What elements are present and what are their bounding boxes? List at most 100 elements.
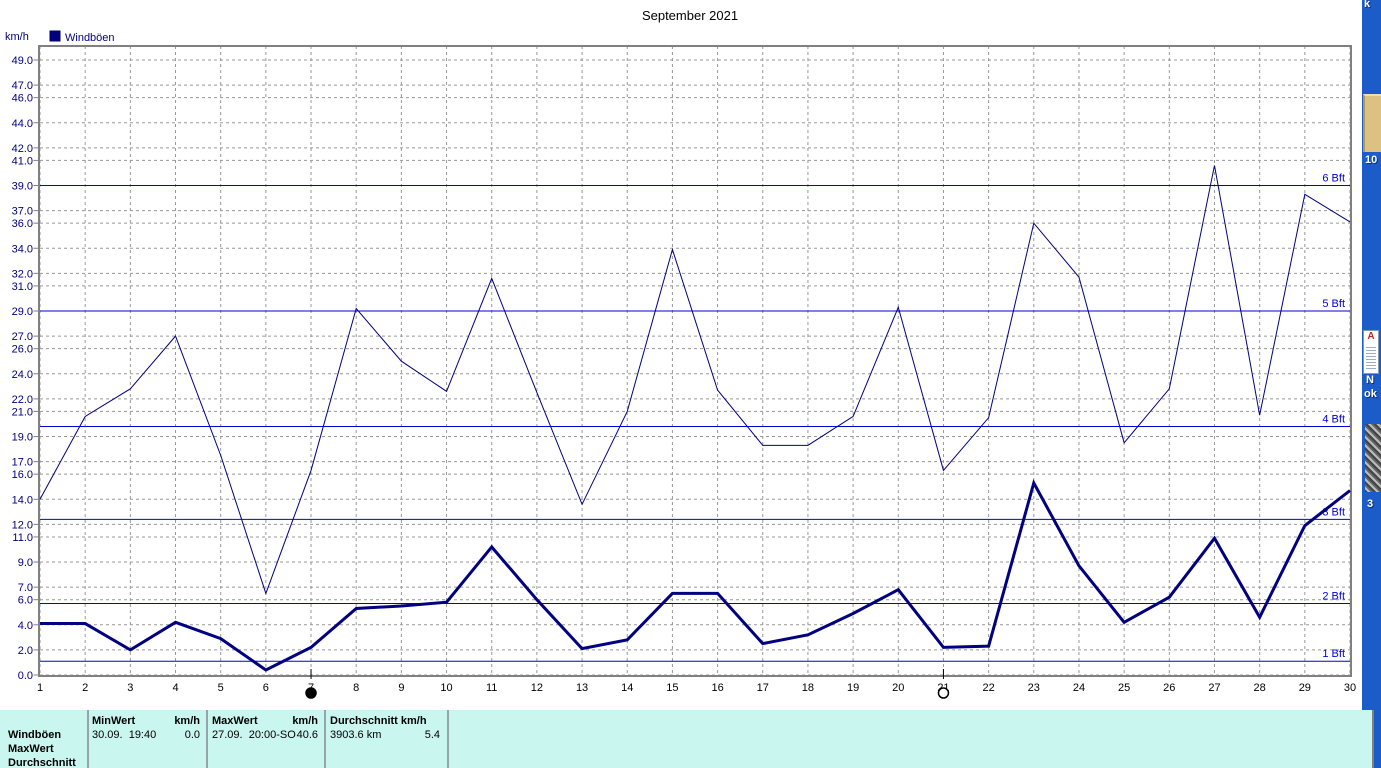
y-tick-label: 27.0 <box>12 331 33 343</box>
beaufort-label: 1 Bft <box>1322 648 1345 660</box>
x-day-label: 23 <box>1028 682 1040 694</box>
legend-label: Windböen <box>65 32 115 44</box>
x-day-label: 17 <box>757 682 769 694</box>
y-tick-label: 2.0 <box>18 645 33 657</box>
x-day-label: 8 <box>353 682 359 694</box>
durchschnitt-value: 3903.6 km 5.4 <box>330 729 440 741</box>
y-tick-label: 32.0 <box>12 268 33 280</box>
x-day-label: 13 <box>576 682 588 694</box>
y-tick-label: 47.0 <box>12 80 33 92</box>
y-tick-label: 22.0 <box>12 394 33 406</box>
row-label-maxwert: MaxWert <box>8 743 54 755</box>
y-tick-label: 12.0 <box>12 519 33 531</box>
y-tick-label: 26.0 <box>12 344 33 356</box>
x-day-label: 29 <box>1299 682 1311 694</box>
y-tick-label: 34.0 <box>12 243 33 255</box>
x-day-label: 22 <box>982 682 994 694</box>
chart-title: September 2021 <box>642 8 738 23</box>
minwert-number: 0.0 <box>184 729 200 741</box>
y-tick-label: 24.0 <box>12 369 33 381</box>
maxwert-header-unit: km/h <box>292 715 318 727</box>
wind-gust-chart: 49.047.046.044.042.041.039.037.036.034.0… <box>5 8 1356 699</box>
summary-panel: Windböen MaxWert Durchschnitt MinWert km… <box>0 710 1374 768</box>
x-day-label: 19 <box>847 682 859 694</box>
document-icon-letter: A <box>1367 331 1375 342</box>
image-thumbnail-icon[interactable] <box>1365 424 1381 492</box>
x-day-label: 10 <box>440 682 452 694</box>
minwert-value: 30.09. 19:40 0.0 <box>92 729 200 741</box>
desktop-background-strip: k 10 A N ok 3 <box>1362 0 1381 768</box>
y-tick-label: 46.0 <box>12 93 33 105</box>
series-line-wind-daily-thick <box>40 478 1351 672</box>
desktop-icon-label-fragment[interactable]: ok <box>1364 388 1377 400</box>
x-day-label: 24 <box>1073 682 1085 694</box>
beaufort-label: 5 Bft <box>1322 298 1345 310</box>
x-day-label: 9 <box>398 682 404 694</box>
y-tick-label: 36.0 <box>12 218 33 230</box>
minwert-header-label: MinWert <box>92 715 136 727</box>
new-moon-icon <box>305 687 317 699</box>
y-tick-label: 7.0 <box>18 582 33 594</box>
y-tick-label: 41.0 <box>12 155 33 167</box>
x-day-label: 5 <box>218 682 224 694</box>
maxwert-datetime: 27.09. 20:00-SO <box>212 729 296 741</box>
durchschnitt-header: Durchschnitt km/h <box>330 715 427 727</box>
x-day-label: 11 <box>486 682 497 694</box>
x-day-label: 25 <box>1118 682 1130 694</box>
minwert-header: MinWert km/h <box>92 715 200 727</box>
legend-swatch <box>49 30 61 42</box>
durchschnitt-distance: 3903.6 km <box>330 729 382 741</box>
x-day-label: 1 <box>37 682 43 694</box>
document-icon[interactable]: A <box>1363 330 1379 374</box>
desktop-icon-label-fragment[interactable]: N <box>1366 374 1374 386</box>
y-tick-label: 37.0 <box>12 206 33 218</box>
y-tick-label: 19.0 <box>12 432 33 444</box>
desktop-icon-label-fragment[interactable]: 10 <box>1365 154 1378 166</box>
y-tick-label: 42.0 <box>12 143 33 155</box>
row-label-durchschnitt: Durchschnitt <box>8 757 76 768</box>
panel-separator <box>206 710 208 768</box>
series-line-gust-daily-max-thin <box>39 165 1351 595</box>
x-day-label: 2 <box>82 682 88 694</box>
x-day-label: 15 <box>666 682 678 694</box>
maxwert-header-label: MaxWert <box>212 715 258 727</box>
y-tick-label: 9.0 <box>18 557 33 569</box>
durchschnitt-number: 5.4 <box>424 729 440 741</box>
x-day-label: 30 <box>1344 682 1356 694</box>
x-day-label: 18 <box>802 682 814 694</box>
y-tick-label: 6.0 <box>18 595 33 607</box>
x-day-label: 20 <box>892 682 904 694</box>
x-day-label: 26 <box>1163 682 1175 694</box>
x-day-label: 12 <box>531 682 543 694</box>
y-axis-unit-label: km/h <box>5 31 29 43</box>
maxwert-value: 27.09. 20:00-SO 40.6 <box>212 729 318 741</box>
x-day-label: 3 <box>127 682 133 694</box>
minwert-datetime: 30.09. 19:40 <box>92 729 157 741</box>
y-tick-label: 29.0 <box>12 306 33 318</box>
y-tick-label: 21.0 <box>12 406 33 418</box>
desktop-icon-label-fragment[interactable]: 3 <box>1367 498 1374 510</box>
beaufort-label: 4 Bft <box>1322 413 1345 425</box>
x-day-label: 28 <box>1254 682 1266 694</box>
y-tick-label: 16.0 <box>12 469 33 481</box>
folder-icon[interactable] <box>1363 94 1381 152</box>
y-tick-label: 31.0 <box>12 281 33 293</box>
minwert-header-unit: km/h <box>174 715 200 727</box>
beaufort-label: 6 Bft <box>1322 173 1345 185</box>
y-tick-label: 14.0 <box>12 494 33 506</box>
maxwert-number: 40.6 <box>296 729 318 741</box>
y-tick-label: 39.0 <box>12 181 33 193</box>
x-day-label: 16 <box>711 682 723 694</box>
panel-separator <box>87 710 89 768</box>
y-tick-label: 4.0 <box>18 620 33 632</box>
x-day-label: 6 <box>263 682 269 694</box>
desktop-icon-label-fragment[interactable]: k <box>1364 0 1371 10</box>
row-label-windboeen: Windböen <box>8 729 62 741</box>
y-tick-label: 17.0 <box>12 457 33 469</box>
x-day-label: 27 <box>1208 682 1220 694</box>
document-icon-lines <box>1366 345 1376 371</box>
full-moon-icon <box>937 687 950 699</box>
y-tick-label: 0.0 <box>18 670 33 682</box>
panel-separator <box>447 710 449 768</box>
